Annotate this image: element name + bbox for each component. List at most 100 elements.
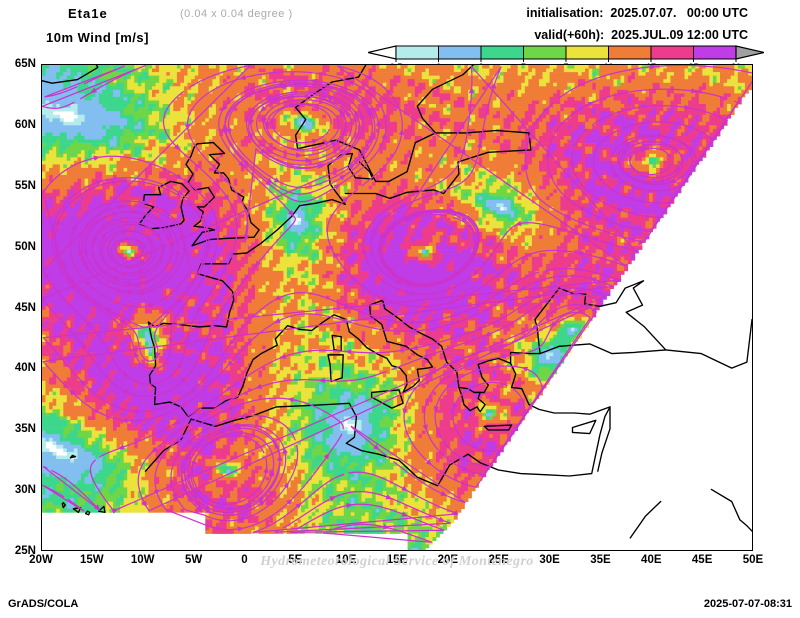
streamline-arrow — [175, 251, 181, 258]
streamline-arrow — [214, 226, 221, 234]
streamline-arrow — [239, 413, 246, 419]
streamline-arrow — [261, 117, 267, 125]
streamline-arrow — [100, 232, 107, 240]
footer-timestamp: 2025-07-07-08:31 — [703, 598, 792, 610]
streamline-arrows — [42, 65, 716, 532]
y-tick-label: 40N — [14, 362, 36, 375]
streamline-arrow — [182, 247, 188, 254]
streamline-arrow — [448, 298, 456, 304]
streamline-arrow — [184, 124, 191, 131]
streamline-arrow — [264, 122, 270, 129]
streamline — [547, 88, 739, 233]
coastline-path — [327, 354, 344, 383]
streamline — [350, 425, 466, 504]
streamline-arrow — [121, 371, 129, 378]
streamline-arrow — [649, 65, 657, 70]
streamline-arrow — [90, 87, 98, 93]
y-tick-label: 25N — [14, 545, 36, 557]
streamline-arrow — [71, 223, 78, 231]
streamline-arrow — [394, 280, 402, 286]
streamline-arrow — [68, 277, 75, 284]
streamline-arrow — [468, 86, 475, 94]
streamline-arrow — [408, 328, 415, 334]
streamline-arrow — [474, 301, 482, 308]
streamline-arrow — [346, 503, 353, 509]
streamline-arrow — [69, 282, 76, 290]
streamline-arrow — [68, 389, 76, 396]
streamline-arrow — [254, 260, 261, 267]
x-tick-label: 35E — [590, 554, 611, 566]
streamline-arrow — [141, 500, 147, 508]
streamline-arrow — [669, 178, 677, 183]
streamline-arrow — [137, 290, 144, 296]
streamline-arrow — [112, 211, 119, 217]
streamline-arrow — [563, 214, 571, 221]
streamline-arrow — [119, 271, 126, 278]
streamline — [137, 293, 603, 512]
streamline-arrow — [360, 113, 366, 120]
streamline-arrow — [84, 280, 91, 287]
coastline-path — [483, 424, 513, 431]
streamline-arrow — [387, 267, 395, 274]
y-axis-latitude: 25N 30N 35N 40N 45N 50N 55N 60N 65N — [0, 58, 36, 557]
streamline-arrow — [85, 321, 93, 328]
streamline-arrow — [401, 511, 409, 517]
x-tick-label: 30E — [539, 554, 560, 566]
streamline-arrow — [311, 138, 319, 145]
streamline-arrow — [367, 106, 373, 113]
x-tick-label: 20W — [29, 554, 53, 566]
streamline — [610, 134, 698, 192]
colorbar-segment — [650, 45, 694, 60]
wind-map[interactable] — [42, 65, 752, 550]
streamline-arrow — [260, 148, 267, 155]
coastline-path — [84, 510, 91, 516]
coastline-path — [274, 299, 667, 394]
streamline-arrow — [310, 78, 317, 84]
streamline-arrow — [91, 235, 97, 243]
streamline-arrow — [176, 298, 183, 305]
streamline-arrow — [186, 201, 194, 208]
model-name: Eta1e — [68, 6, 108, 21]
streamline-arrow — [433, 191, 441, 197]
streamline-arrow — [481, 447, 489, 453]
streamline-arrow — [54, 219, 60, 226]
streamline-arrow — [180, 401, 188, 407]
streamline-arrow — [615, 277, 622, 284]
streamline-arrow — [228, 339, 235, 346]
streamline-arrow — [257, 496, 265, 503]
streamline-arrow — [231, 422, 239, 428]
colorbar-segment — [565, 45, 609, 60]
streamline-arrow — [130, 208, 137, 215]
streamline — [274, 490, 452, 533]
colorbar-segment — [438, 45, 482, 60]
streamline-arrow — [577, 251, 584, 257]
streamline-arrow — [80, 342, 87, 350]
streamline-arrow — [264, 94, 272, 100]
coastline-path — [147, 152, 374, 328]
streamline-arrow — [206, 244, 212, 252]
streamline — [69, 200, 192, 308]
streamline — [42, 65, 252, 385]
streamline-arrow — [283, 481, 289, 489]
streamline-arrow — [180, 377, 187, 384]
streamline — [592, 121, 714, 204]
streamline-arrow — [613, 171, 620, 179]
streamline-arrow — [348, 163, 356, 170]
streamline-arrow — [684, 104, 691, 110]
streamline-arrow — [133, 282, 140, 288]
streamline-arrow — [229, 252, 235, 260]
streamline-arrow — [83, 247, 89, 254]
streamline-arrow — [277, 81, 284, 87]
streamline-arrow — [185, 438, 193, 445]
valid-time: valid(+60h): 2025.JUL.09 12:00 UTC — [534, 28, 748, 42]
y-tick-label: 35N — [14, 423, 36, 436]
streamline-arrow — [238, 517, 246, 523]
streamline-arrow — [460, 146, 466, 154]
streamline-arrow — [381, 132, 387, 140]
streamline-arrow — [404, 217, 412, 223]
streamline-arrow — [136, 267, 143, 273]
streamline-arrow — [458, 454, 466, 461]
map-plot-area[interactable] — [41, 64, 753, 551]
streamline-arrow — [111, 275, 119, 281]
streamline-arrow — [151, 446, 158, 453]
